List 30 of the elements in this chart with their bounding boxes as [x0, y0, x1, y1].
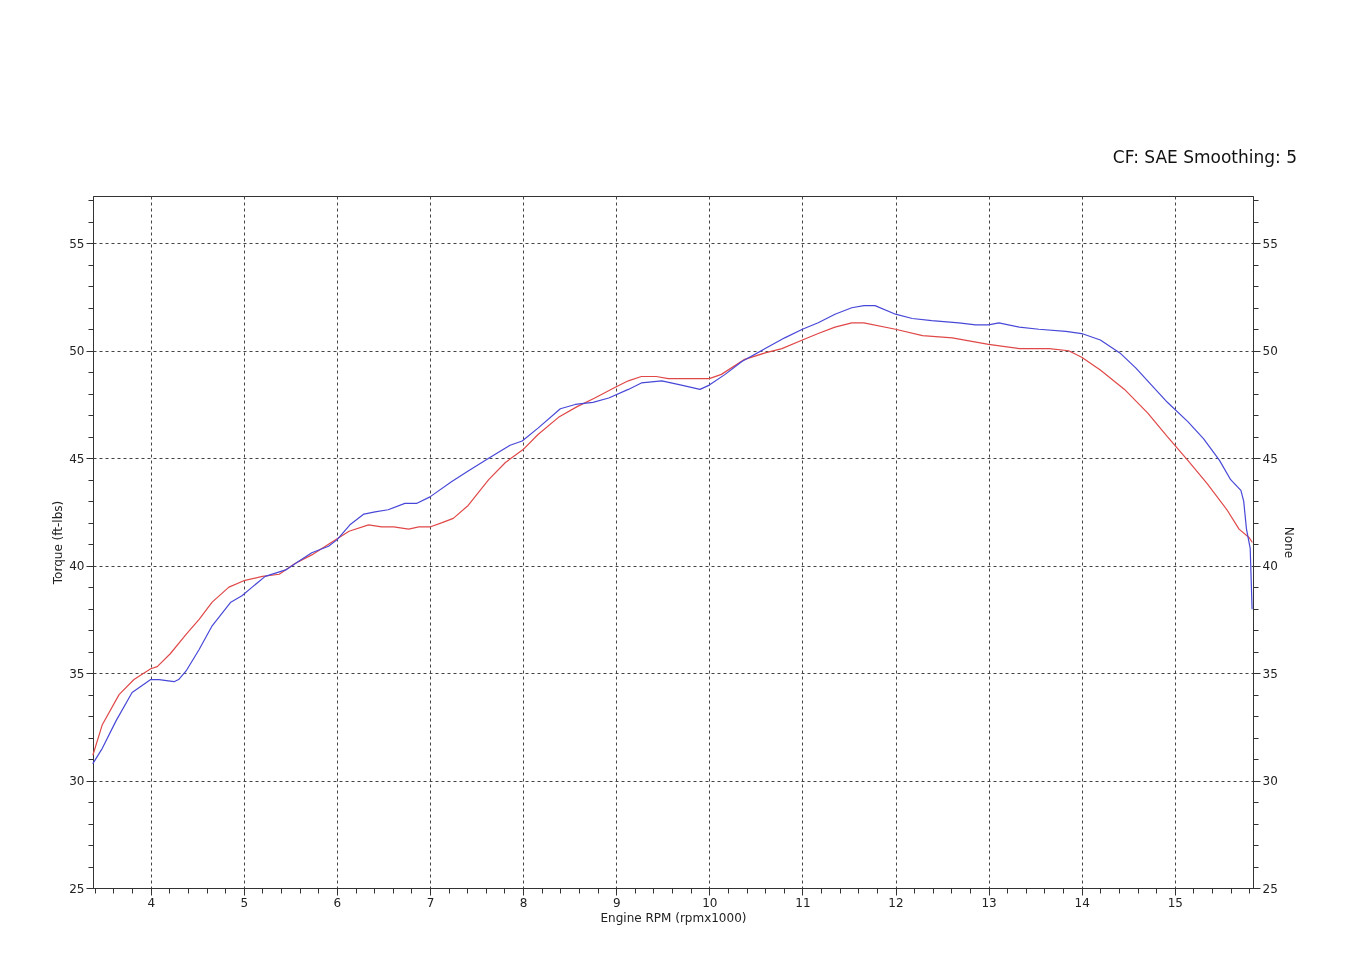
x-tick-label: 12: [888, 895, 904, 910]
x-tick-label: 8: [519, 895, 528, 910]
x-tick-label: 6: [333, 895, 342, 910]
text: CF: SAE Smoothing: 5: [1112, 147, 1297, 167]
y-tick-label: 35: [69, 666, 85, 681]
x-tick-label: 10: [702, 895, 718, 910]
y2-tick-label: 45: [1262, 451, 1278, 466]
y-tick-label: 30: [69, 774, 85, 789]
y2-tick-label: 35: [1262, 666, 1278, 681]
x-tick-label: 15: [1167, 895, 1183, 910]
x-tick-label: 11: [795, 895, 811, 910]
y2-tick-label: 55: [1262, 236, 1278, 251]
x-tick-label: 5: [240, 895, 249, 910]
y2-tick-label: 40: [1262, 559, 1278, 574]
y-tick-label: 55: [69, 236, 85, 251]
y2-tick-label: 30: [1262, 774, 1278, 789]
x-tick-label: 13: [981, 895, 997, 910]
x-axis-title: Engine RPM (rpmx1000): [600, 910, 747, 925]
y2-axis-title: None: [1281, 526, 1296, 559]
y2-tick-label: 25: [1262, 881, 1278, 896]
x-tick-label: 9: [612, 895, 621, 910]
y-tick-label: 25: [69, 881, 85, 896]
x-tick-label: 7: [426, 895, 435, 910]
y-axis-title: Torque (ft-lbs): [51, 500, 66, 586]
x-tick-label: 14: [1074, 895, 1090, 910]
x-tick-label: 4: [147, 895, 156, 910]
y-tick-label: 40: [69, 559, 85, 574]
y-tick-label: 45: [69, 451, 85, 466]
y2-tick-label: 50: [1262, 344, 1278, 359]
y-tick-label: 50: [69, 344, 85, 359]
